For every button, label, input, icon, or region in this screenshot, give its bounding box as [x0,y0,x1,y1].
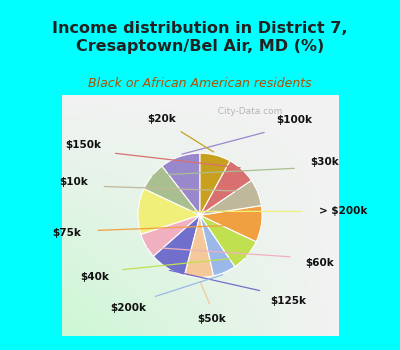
Text: $30k: $30k [310,157,339,167]
Wedge shape [200,180,261,215]
Wedge shape [138,189,200,234]
Text: $20k: $20k [147,114,176,124]
Text: $100k: $100k [276,116,312,125]
Text: $125k: $125k [271,296,307,307]
Wedge shape [141,215,200,256]
Wedge shape [200,205,262,242]
Text: Black or African American residents: Black or African American residents [88,77,312,90]
Text: $150k: $150k [65,140,101,149]
Wedge shape [154,215,200,275]
Text: $40k: $40k [80,272,110,282]
Text: > $200k: > $200k [319,206,368,216]
Wedge shape [200,215,235,276]
Wedge shape [144,166,200,215]
Wedge shape [200,161,251,215]
Wedge shape [200,153,230,215]
Text: $60k: $60k [305,258,334,268]
Wedge shape [162,153,200,215]
Text: $75k: $75k [52,228,81,238]
Text: Income distribution in District 7,
Cresaptown/Bel Air, MD (%): Income distribution in District 7, Cresa… [52,21,348,54]
Text: City-Data.com: City-Data.com [212,107,282,117]
Wedge shape [200,215,256,267]
Text: $10k: $10k [59,177,88,188]
Text: $200k: $200k [110,303,146,313]
Wedge shape [184,215,214,277]
Text: $50k: $50k [198,314,226,324]
